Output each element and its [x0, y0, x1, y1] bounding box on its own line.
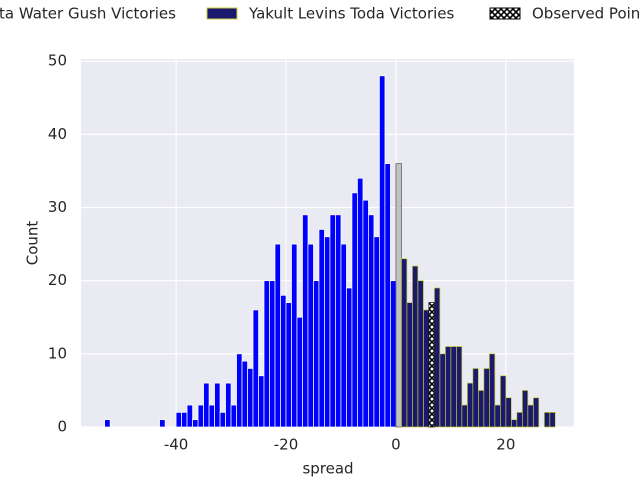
bar	[445, 346, 452, 428]
bar	[505, 397, 512, 428]
bar	[461, 404, 468, 428]
bar	[384, 163, 391, 428]
bar	[428, 302, 435, 428]
bar	[258, 375, 265, 428]
bar	[483, 368, 490, 428]
bar	[340, 243, 347, 428]
legend-swatch	[489, 7, 521, 20]
bar	[373, 236, 380, 428]
bar	[439, 353, 446, 428]
y-tick-label: 30	[48, 198, 67, 216]
bar	[104, 419, 111, 428]
bar	[351, 192, 358, 428]
bar	[181, 412, 188, 428]
bar	[219, 412, 226, 428]
x-tick-label: 20	[496, 436, 515, 454]
bar	[549, 412, 556, 428]
y-tick-label: 40	[48, 125, 67, 143]
bar	[274, 243, 281, 428]
bar	[329, 214, 336, 428]
bar	[247, 368, 254, 428]
bar	[494, 404, 501, 428]
bar	[395, 163, 402, 428]
bar	[527, 404, 534, 428]
bar	[362, 199, 369, 428]
bar	[203, 382, 210, 428]
bar	[313, 280, 320, 428]
bar	[269, 280, 276, 428]
bar	[159, 419, 166, 428]
bar	[307, 243, 314, 428]
bar	[357, 177, 364, 428]
bar	[285, 302, 292, 428]
bar	[532, 397, 540, 428]
x-axis-label: spread	[302, 460, 353, 478]
y-tick-label: 50	[48, 52, 67, 70]
bar	[324, 236, 331, 428]
bar	[516, 412, 523, 428]
bar	[412, 265, 419, 428]
bar	[241, 360, 248, 428]
bar	[472, 368, 479, 428]
bar	[417, 280, 424, 428]
bar	[302, 214, 309, 428]
bar	[423, 309, 430, 428]
bar	[390, 280, 397, 428]
bar	[208, 404, 215, 428]
bar	[291, 243, 298, 428]
y-tick-label: 20	[48, 271, 67, 289]
bar	[521, 390, 529, 428]
y-axis-label: Count	[24, 221, 42, 266]
bar	[230, 404, 237, 428]
y-tick-label: 10	[48, 344, 67, 362]
bar	[335, 214, 342, 428]
bar	[489, 353, 496, 428]
x-tick-label: -20	[274, 436, 299, 454]
bar	[296, 316, 303, 428]
bar	[379, 75, 386, 428]
legend-label: Observed Point	[532, 5, 640, 23]
legend-label: ta Water Gush Victories	[0, 5, 176, 23]
bar	[434, 287, 441, 428]
bar	[280, 294, 287, 428]
bar	[368, 214, 375, 428]
bar	[197, 404, 204, 428]
bar	[236, 353, 243, 428]
bar	[456, 346, 463, 428]
bar	[175, 412, 182, 428]
bar	[252, 309, 259, 428]
legend-label: Yakult Levins Toda Victories	[248, 5, 455, 23]
bar	[263, 280, 270, 428]
x-tick-label: 0	[391, 436, 401, 454]
bar	[500, 375, 507, 428]
bar	[401, 258, 408, 428]
bar	[346, 287, 353, 428]
bar	[406, 302, 413, 428]
bar	[510, 419, 518, 428]
x-tick-label: -40	[164, 436, 189, 454]
bar	[467, 382, 474, 428]
bar	[543, 412, 551, 428]
bar	[214, 382, 221, 428]
bar	[192, 419, 199, 428]
bar	[478, 390, 485, 428]
legend-swatch	[206, 7, 238, 20]
bar	[225, 382, 232, 428]
bar	[318, 229, 325, 428]
bar	[186, 404, 193, 428]
bar	[450, 346, 457, 428]
y-tick-label: 0	[57, 418, 67, 436]
